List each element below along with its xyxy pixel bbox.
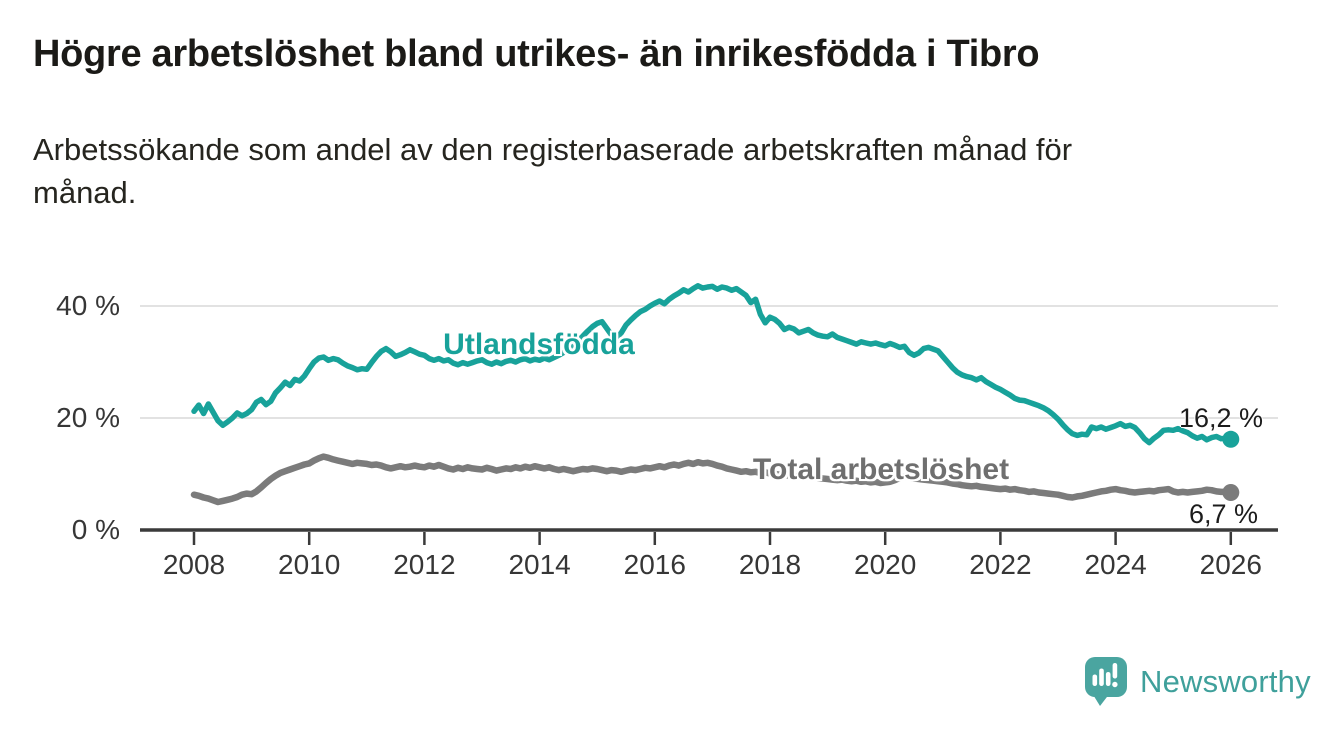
x-axis-label-2024: 2024	[1084, 549, 1147, 580]
x-axis-label-2020: 2020	[854, 549, 917, 580]
x-axis-label-2016: 2016	[623, 549, 686, 580]
end-value-label-total: 6,7 %	[1188, 499, 1258, 529]
y-axis-label-20: 20 %	[56, 402, 120, 433]
y-axis-label-0: 0 %	[71, 514, 120, 545]
newsworthy-logo-icon	[1085, 657, 1127, 706]
x-axis-label-2012: 2012	[393, 549, 456, 580]
end-dot-Total arbetslöshet	[1222, 484, 1240, 501]
series-line-Total arbetslöshet	[190, 453, 1235, 506]
x-axis-label-2026: 2026	[1199, 549, 1262, 580]
series-label-total-arbetsloshet: Total arbetslöshet	[752, 453, 1010, 486]
x-axis-label-2022: 2022	[969, 549, 1032, 580]
subtitle-line-2: månad.	[33, 175, 137, 210]
subtitle-line-1: Arbetssökande som andel av den registerb…	[33, 132, 1073, 167]
x-axis-label-2014: 2014	[508, 549, 571, 580]
page-title: Högre arbetslöshet bland utrikes- än inr…	[33, 33, 1040, 75]
y-axis-label-40: 40 %	[56, 290, 120, 321]
series-line-Utlandsfödda	[191, 283, 1234, 446]
page-subtitle: Arbetssökande som andel av den registerb…	[33, 128, 1072, 214]
x-axis-label-2010: 2010	[278, 549, 341, 580]
newsworthy-logo-text: Newsworthy	[1140, 664, 1311, 699]
end-value-label-utlandsfodda: 16,2 %	[1178, 403, 1263, 433]
end-dot-Utlandsfödda	[1222, 430, 1240, 448]
newsworthy-logo: Newsworthy	[1085, 657, 1311, 707]
series-label-utlandsfodda: Utlandsfödda	[443, 328, 635, 361]
x-axis-label-2008: 2008	[162, 549, 226, 580]
x-axis-label-2018: 2018	[738, 549, 802, 580]
